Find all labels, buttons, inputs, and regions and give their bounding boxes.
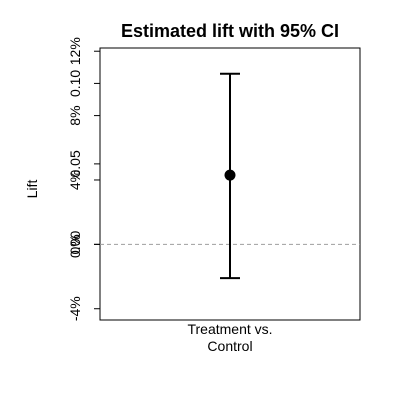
category-label-line: Control [207,338,252,354]
estimate-point [224,169,236,181]
y-tick-label-percent: 0% [67,234,83,254]
y-axis-label: Lift [24,180,40,199]
chart-title: Estimated lift with 95% CI [121,21,339,41]
chart-marks [220,72,240,280]
category-label-line: Treatment vs. [187,321,272,337]
y-tick-label-numeric: 0.05 [67,150,83,177]
y-tick-label-numeric: 0.00 [67,231,83,258]
category-label: Treatment vs. Control [187,321,272,354]
y-tick-label-percent: 12% [67,37,83,65]
y-axis-ticks: 0.00 0.05 0.10 -4% 0% 4% 8% 12% [67,37,100,321]
y-tick-label-percent: 4% [67,170,83,190]
y-tick-label-percent: -4% [67,296,83,321]
y-tick-label-numeric: 0.10 [67,70,83,97]
y-tick-label-percent: 8% [67,105,83,125]
